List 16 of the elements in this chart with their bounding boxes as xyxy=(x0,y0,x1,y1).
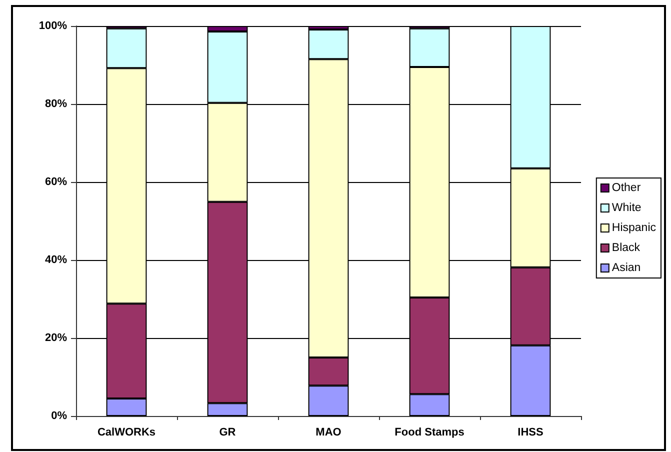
legend-label: Asian xyxy=(612,262,641,274)
x-tick-label: GR xyxy=(219,426,236,438)
legend-label: Hispanic xyxy=(612,222,656,234)
y-tick-label: 80% xyxy=(44,98,68,110)
x-tick-label: Food Stamps xyxy=(394,426,464,438)
legend-label: Other xyxy=(612,182,641,194)
x-tick-label: IHSS xyxy=(518,426,544,438)
y-tick-label: 60% xyxy=(44,176,68,188)
y-tick-label: 100% xyxy=(38,20,68,32)
x-tick-label: CalWORKs xyxy=(97,426,156,438)
legend-label: White xyxy=(612,202,642,214)
x-tick-label: MAO xyxy=(316,426,342,438)
y-tick-label: 20% xyxy=(44,332,68,344)
legend-label: Black xyxy=(612,242,640,254)
y-tick-label: 40% xyxy=(44,254,68,266)
y-tick-label: 0% xyxy=(51,410,68,422)
